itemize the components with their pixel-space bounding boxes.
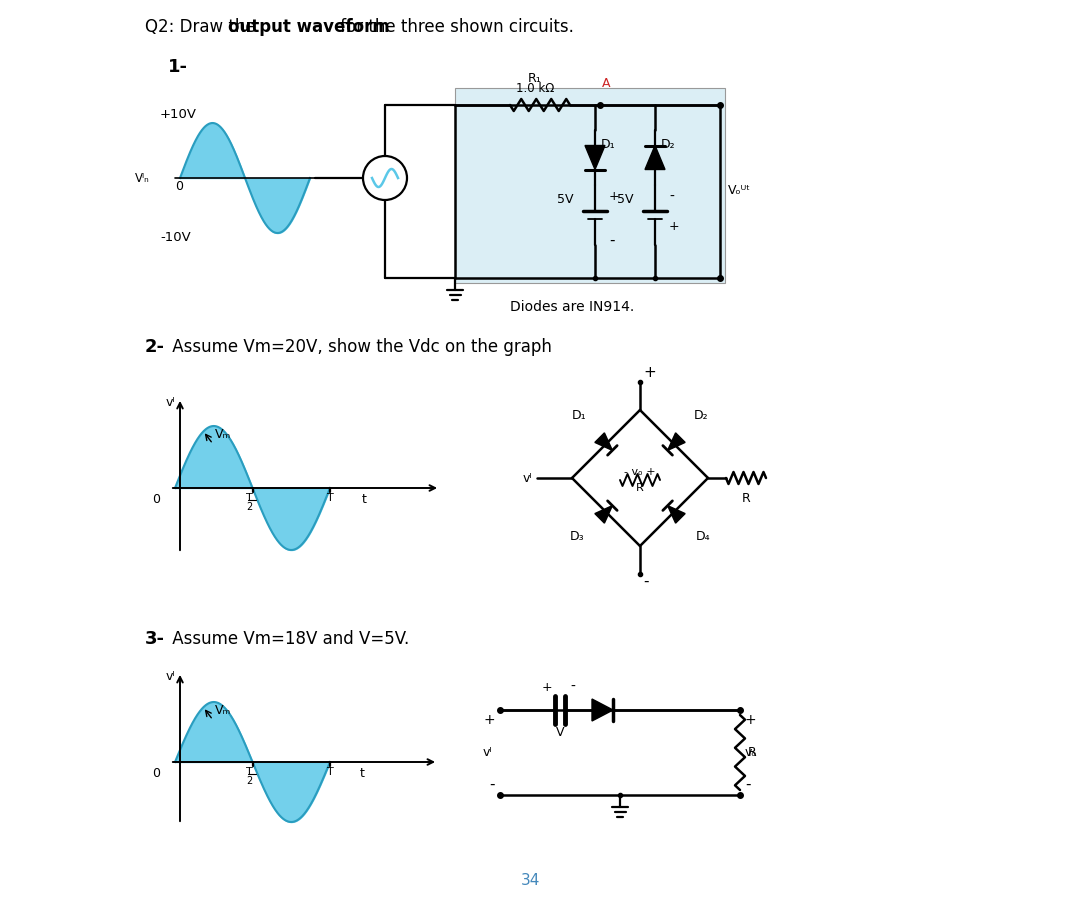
Text: -10V: -10V [160,231,191,244]
Text: 1.0 kΩ: 1.0 kΩ [516,82,554,95]
Polygon shape [668,433,685,450]
Text: +: + [745,713,756,727]
Text: 0: 0 [175,180,183,193]
Text: R: R [748,746,757,759]
Polygon shape [585,145,605,169]
Circle shape [363,156,407,200]
Text: +: + [483,713,495,727]
Text: +: + [541,681,552,694]
Text: R: R [636,483,644,493]
Text: 5V: 5V [616,193,633,206]
Text: Vₘ: Vₘ [215,704,231,717]
Text: -: - [609,233,614,248]
Text: D₄: D₄ [696,530,711,543]
Text: V: V [555,726,564,739]
Text: Assume Vm=20V, show the Vdc on the graph: Assume Vm=20V, show the Vdc on the graph [166,338,552,356]
Text: T: T [326,767,333,777]
Text: -: - [643,574,649,589]
Text: 2-: 2- [145,338,165,356]
Text: -: - [745,777,751,792]
Text: 0: 0 [153,767,160,780]
Text: T: T [246,493,252,503]
Text: T: T [246,767,252,777]
Text: D₂: D₂ [661,138,676,151]
Text: Vₒᵁᵗ: Vₒᵁᵗ [728,185,751,197]
Text: 5V: 5V [556,193,574,206]
Text: 3-: 3- [145,630,165,648]
Text: T: T [326,493,333,503]
Text: vᴵ: vᴵ [482,745,492,758]
Text: vᴵ: vᴵ [165,396,175,409]
Text: -: - [669,190,673,204]
Text: +10V: +10V [160,108,197,121]
Text: -: - [570,680,576,694]
Text: R: R [742,492,751,505]
Text: D₁: D₁ [571,409,586,422]
Text: vᴵ: vᴵ [165,670,175,683]
Text: Assume Vm=18V and V=5V.: Assume Vm=18V and V=5V. [166,630,409,648]
Text: vₒ: vₒ [745,745,757,758]
Text: -: - [490,777,495,792]
Text: +: + [643,365,656,380]
Text: +: + [609,190,620,203]
Polygon shape [668,505,685,524]
Polygon shape [595,433,612,450]
Text: D₃: D₃ [569,530,584,543]
Polygon shape [645,145,665,169]
Text: +: + [669,220,680,233]
Text: vᴵ: vᴵ [522,472,532,484]
Text: - vₒ +: - vₒ + [624,467,656,477]
Text: t: t [360,767,365,780]
Text: R₁: R₁ [528,72,542,85]
Text: Vₘ: Vₘ [215,428,231,441]
Text: output waveform: output waveform [228,18,390,36]
Text: 2: 2 [246,776,252,786]
Text: D₂: D₂ [694,409,709,422]
Polygon shape [592,699,613,721]
FancyBboxPatch shape [455,88,725,283]
Text: Q2: Draw the: Q2: Draw the [145,18,261,36]
Text: 0: 0 [153,493,160,506]
Text: 34: 34 [520,873,540,888]
Text: t: t [362,493,367,506]
Text: A: A [603,77,610,90]
Text: for the three shown circuits.: for the three shown circuits. [335,18,574,36]
Text: Vᴵₙ: Vᴵₙ [135,172,150,185]
Text: 2: 2 [246,502,252,512]
Text: 1-: 1- [168,58,188,76]
Text: D₁: D₁ [601,138,615,151]
Polygon shape [595,505,612,524]
Text: Diodes are IN914.: Diodes are IN914. [510,300,635,314]
